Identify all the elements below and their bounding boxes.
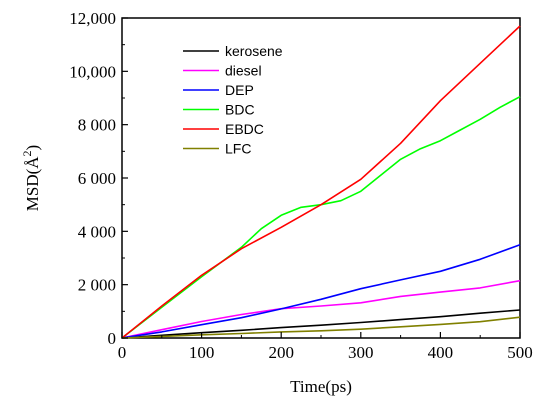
y-tick-label: 4 000	[78, 222, 116, 241]
y-axis-title-superscript: 2	[20, 150, 34, 156]
x-tick-label: 400	[428, 343, 454, 362]
y-axis-title-close: )	[23, 145, 42, 151]
x-tick-label: 300	[348, 343, 374, 362]
legend-label-dep: DEP	[225, 82, 254, 98]
ticks-layer: 0 100 200 300 400 500 0 2 000 4 000 6 000 8 000 10,…	[69, 9, 533, 362]
x-tick-label: 100	[189, 343, 215, 362]
legend-label-lfc: LFC	[225, 141, 251, 157]
y-tick-label: 8 000	[78, 116, 116, 135]
y-tick-label: 2 000	[78, 276, 116, 295]
x-tick-label: 0	[118, 343, 127, 362]
y-tick-label: 10,000	[69, 62, 116, 81]
y-tick-label: 12,000	[69, 9, 116, 28]
legend-label-diesel: diesel	[225, 63, 262, 79]
series-line-kerosene	[121, 309, 521, 339]
legend-label-bdc: BDC	[225, 102, 255, 118]
legend-label-ebdc: EBDC	[225, 121, 264, 137]
series-line-lfc	[121, 316, 521, 339]
series-line-diesel	[121, 279, 521, 339]
legend: kerosene diesel DEP BDC EBDC LFC	[183, 43, 283, 157]
y-tick-label: 6 000	[78, 169, 116, 188]
series-layer	[121, 25, 521, 339]
series-line-dep	[121, 243, 521, 339]
x-axis-title: Time(ps)	[290, 377, 352, 396]
series-line-bdc	[121, 95, 521, 339]
x-tick-label: 200	[268, 343, 294, 362]
x-tick-label: 500	[507, 343, 533, 362]
y-axis-title: MSD(Å2)	[20, 145, 42, 211]
legend-label-kerosene: kerosene	[225, 43, 283, 59]
y-tick-label: 0	[108, 329, 117, 348]
series-line-ebdc	[121, 25, 521, 339]
y-axis-title-main: MSD(Å	[23, 156, 42, 212]
